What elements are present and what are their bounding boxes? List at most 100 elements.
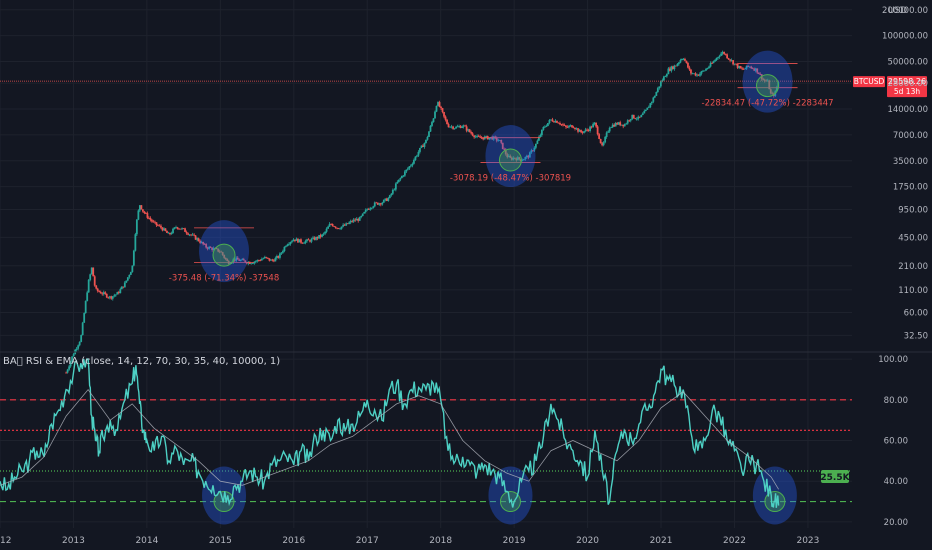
candle-body [544, 126, 546, 128]
candle-body [620, 124, 623, 126]
candle-body [769, 89, 772, 94]
candle-body [354, 219, 357, 221]
indicator-label[interactable]: BA⃣ RSI & EMA (close, 14, 12, 70, 30, 35… [3, 356, 280, 367]
candle-body [593, 122, 596, 125]
candle-body [547, 123, 549, 126]
candle-body [194, 235, 197, 240]
x-tick-label: 2012 [0, 536, 11, 546]
candle-body [471, 133, 474, 136]
candle-body [763, 79, 766, 81]
candle-body [90, 267, 93, 275]
candle-body [444, 116, 447, 120]
highlight-circle-inner [212, 243, 236, 267]
candle-body [265, 256, 268, 258]
range-annotation: -3078.19 (-48.47%) -307819 [450, 173, 571, 183]
candle-body [656, 88, 659, 93]
candle-body [68, 366, 71, 370]
candle-body [699, 73, 701, 76]
candle-body [181, 228, 183, 230]
candle-body [337, 228, 340, 229]
candle-body [316, 236, 319, 239]
candle-body [176, 227, 179, 229]
candle-body [369, 208, 372, 210]
highlight-circle-outer [742, 50, 793, 113]
highlight-circle-inner [498, 148, 522, 172]
candle-body [84, 301, 87, 314]
candle-body [391, 189, 394, 194]
candle-body [431, 122, 433, 126]
candle-body [569, 125, 572, 127]
candle-body [416, 155, 418, 157]
candle-body [608, 127, 611, 132]
candle-body [81, 322, 84, 336]
candle-body [157, 225, 159, 226]
candle-body [238, 259, 241, 261]
candle-body [206, 247, 209, 249]
candle-body [182, 228, 185, 230]
candle-body [709, 63, 712, 67]
candle-body [476, 135, 479, 137]
candle-body [352, 219, 355, 222]
candle-body [375, 202, 378, 204]
candle-body [533, 147, 536, 151]
candle-body [220, 251, 223, 253]
candle-body [775, 87, 778, 92]
candle-body [679, 60, 682, 63]
candle-body [384, 198, 387, 200]
candle-body [294, 239, 296, 241]
candle-body [402, 175, 405, 177]
candle-body [605, 132, 608, 137]
candle-body [518, 157, 521, 160]
candle-body [732, 60, 735, 65]
candle-body [735, 63, 738, 65]
candle-body [583, 131, 585, 133]
candle-body [373, 202, 376, 207]
candle-body [187, 233, 189, 235]
candle-body [394, 183, 397, 190]
candle-body [419, 147, 421, 152]
candle-body [420, 145, 423, 148]
candle-body [721, 52, 724, 54]
candle-body [257, 260, 260, 261]
candle-body [155, 222, 158, 226]
candle-body [736, 64, 739, 68]
price-tick-label: 14000.00 [887, 105, 928, 115]
candle-body [138, 205, 141, 211]
candle-body [688, 67, 691, 70]
candle-body [203, 244, 206, 245]
rsi-tick-label: 20.00 [884, 518, 908, 528]
candle-body [530, 150, 533, 153]
candle-body [440, 106, 442, 109]
candle-body [328, 223, 331, 227]
candle-body [720, 53, 722, 56]
candle-body [218, 251, 221, 253]
candle-body [566, 126, 569, 128]
candle-body [739, 66, 742, 69]
candle-body [370, 207, 373, 209]
candle-body [75, 348, 78, 350]
candle-body [348, 222, 351, 224]
candle-body [212, 248, 215, 251]
candle-body [158, 225, 161, 227]
candle-body [72, 354, 75, 357]
candle-body [372, 206, 375, 208]
candle-body [358, 217, 361, 221]
candle-body [437, 102, 439, 106]
currency-label: USD [888, 6, 907, 16]
candle-body [364, 209, 367, 212]
candle-body [179, 228, 182, 230]
candle-body [527, 155, 530, 158]
candle-body [304, 240, 307, 243]
candle-body [306, 239, 308, 241]
candle-body [307, 239, 310, 241]
rsi-pane[interactable]: 25.5K [0, 358, 852, 525]
candle-body [132, 250, 135, 266]
candle-body [254, 261, 257, 263]
x-tick-label: 2013 [62, 536, 85, 546]
candle-body [366, 209, 369, 210]
candle-body [357, 218, 360, 221]
candle-body [381, 202, 384, 205]
candle-body [120, 286, 123, 290]
